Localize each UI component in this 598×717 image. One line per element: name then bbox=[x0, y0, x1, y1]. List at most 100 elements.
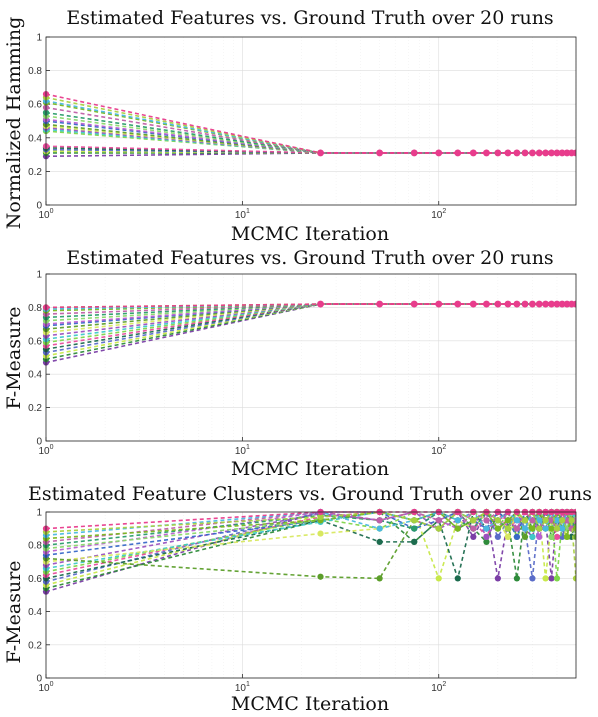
plot-frame bbox=[45, 273, 577, 442]
data-point bbox=[454, 575, 461, 582]
converged-point bbox=[513, 149, 521, 157]
series-group bbox=[42, 300, 576, 366]
converged-point bbox=[435, 149, 443, 157]
converged-point bbox=[529, 149, 536, 157]
panel-2-title: Estimated Features vs. Ground Truth over… bbox=[66, 247, 553, 269]
panel-1-xlabel: MCMC Iteration bbox=[231, 223, 389, 245]
data-point bbox=[553, 575, 561, 582]
data-point bbox=[513, 517, 520, 524]
converged-point bbox=[521, 149, 529, 157]
data-point bbox=[411, 525, 418, 532]
converged-point bbox=[376, 149, 384, 157]
y-tick-label: 0.8 bbox=[28, 303, 42, 314]
data-point bbox=[529, 525, 536, 532]
y-tick-label: 0.4 bbox=[28, 133, 42, 144]
data-point bbox=[548, 533, 555, 541]
data-point bbox=[504, 525, 511, 532]
data-point bbox=[529, 517, 536, 524]
y-tick-label: 0.6 bbox=[28, 336, 42, 347]
converged-point bbox=[483, 149, 490, 157]
plot-frame bbox=[45, 511, 577, 679]
plot-background bbox=[46, 274, 576, 441]
converged-point bbox=[542, 149, 549, 157]
data-point bbox=[470, 525, 477, 532]
y-tick-label: 0.8 bbox=[28, 66, 42, 77]
y-tick-label: 1 bbox=[36, 270, 42, 281]
plot-background bbox=[46, 37, 576, 205]
data-point bbox=[483, 525, 490, 532]
panel-2-ylabel: F-Measure bbox=[3, 306, 25, 409]
converged-point bbox=[535, 149, 543, 157]
y-tick-label: 0.4 bbox=[28, 607, 42, 618]
data-point bbox=[504, 517, 511, 524]
data-point bbox=[454, 517, 461, 524]
converged-point bbox=[553, 149, 561, 157]
converged-point bbox=[410, 149, 418, 157]
data-point bbox=[548, 525, 555, 532]
data-point bbox=[483, 533, 490, 541]
converged-point bbox=[317, 300, 324, 308]
y-tick-label: 0.8 bbox=[28, 541, 42, 552]
data-point bbox=[553, 525, 561, 532]
y-tick-label: 0.6 bbox=[28, 100, 42, 111]
data-point bbox=[548, 575, 555, 582]
data-point bbox=[411, 517, 418, 524]
data-point bbox=[411, 538, 418, 545]
y-tick-label: 0 bbox=[36, 201, 42, 212]
converged-point bbox=[558, 149, 566, 157]
panel-1-title: Estimated Features vs. Ground Truth over… bbox=[66, 7, 553, 29]
data-point bbox=[568, 517, 575, 524]
data-point bbox=[376, 538, 383, 545]
data-point bbox=[435, 525, 442, 532]
converged-point bbox=[572, 149, 576, 157]
data-point bbox=[317, 573, 324, 580]
series-line bbox=[45, 510, 576, 543]
converged-point bbox=[435, 300, 443, 308]
data-point bbox=[513, 533, 520, 541]
y-tick-label: 0.2 bbox=[28, 167, 42, 178]
y-tick-label: 0.2 bbox=[28, 640, 42, 651]
data-point bbox=[454, 525, 461, 532]
data-point bbox=[536, 525, 543, 532]
series-group bbox=[42, 91, 576, 160]
converged-point bbox=[317, 149, 324, 157]
data-point bbox=[553, 517, 561, 524]
panel-3-xlabel: MCMC Iteration bbox=[231, 693, 389, 715]
converged-point bbox=[504, 149, 512, 157]
converged-point bbox=[548, 300, 555, 308]
converged-point bbox=[494, 149, 502, 157]
panel-1-ylabel: Normalized Hamming bbox=[3, 17, 25, 230]
converged-point bbox=[376, 300, 384, 308]
data-point bbox=[572, 575, 576, 582]
data-point bbox=[536, 517, 543, 524]
data-point bbox=[513, 575, 520, 582]
data-point bbox=[376, 517, 383, 524]
y-tick-label: 1 bbox=[36, 508, 42, 519]
x-tick-label: 102 bbox=[431, 681, 446, 694]
data-point bbox=[483, 517, 490, 524]
data-point bbox=[559, 517, 566, 524]
data-point bbox=[536, 533, 543, 541]
converged-point bbox=[513, 300, 521, 308]
panel-3-title: Estimated Feature Clusters vs. Ground Tr… bbox=[28, 483, 592, 505]
data-point bbox=[572, 525, 576, 532]
data-point bbox=[529, 533, 536, 541]
data-point bbox=[494, 575, 501, 582]
panel-3-ylabel: F-Measure bbox=[3, 560, 25, 663]
x-tick-label: 101 bbox=[235, 208, 250, 221]
converged-point bbox=[454, 149, 462, 157]
series-line bbox=[45, 510, 576, 586]
converged-point bbox=[521, 300, 529, 308]
y-tick-label: 0 bbox=[36, 437, 42, 448]
data-point bbox=[494, 517, 501, 524]
data-point bbox=[521, 517, 529, 524]
data-point bbox=[521, 533, 529, 541]
data-point bbox=[542, 525, 549, 532]
converged-point bbox=[483, 300, 490, 308]
data-point bbox=[513, 525, 520, 532]
data-point bbox=[470, 533, 477, 541]
